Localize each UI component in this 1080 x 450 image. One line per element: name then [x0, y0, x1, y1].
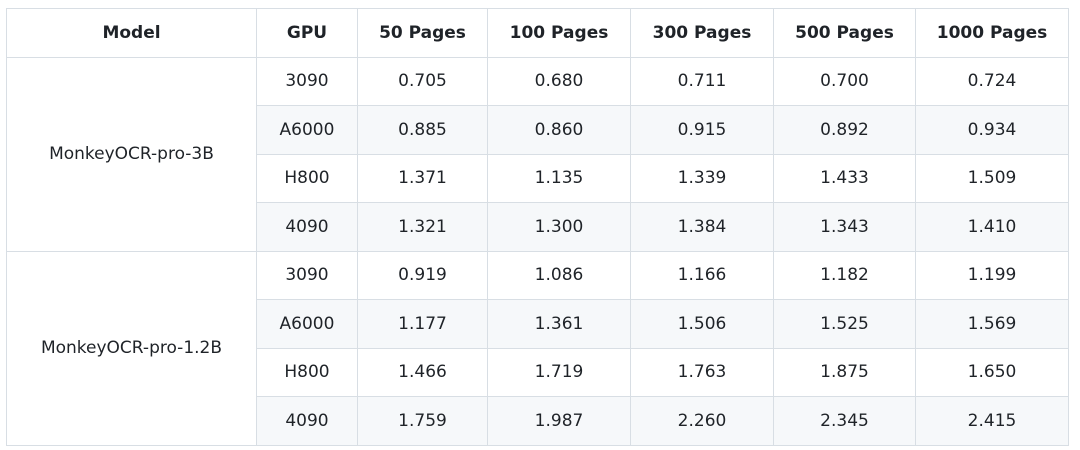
table-row: 4090 1.321 1.300 1.384 1.343 1.410 [7, 202, 1069, 252]
table-row: H800 1.371 1.135 1.339 1.433 1.509 [7, 153, 1069, 203]
gpu-cell: 4090 [256, 396, 358, 446]
table-body: MonkeyOCR-pro-3B 3090 0.705 0.680 0.711 0.700… [6, 56, 1069, 446]
value-cell: 1.466 [357, 347, 488, 397]
value-cell: 0.919 [357, 250, 488, 300]
value-cell: 1.987 [487, 396, 631, 446]
value-cell: 0.680 [487, 56, 631, 106]
value-cell: 1.182 [773, 250, 916, 300]
value-cell: 2.260 [630, 396, 774, 446]
gpu-cell: 3090 [256, 56, 358, 106]
table-row: A6000 0.885 0.860 0.915 0.892 0.934 [7, 105, 1069, 155]
gpu-cell: 3090 [256, 250, 358, 300]
value-cell: 1.719 [487, 347, 631, 397]
value-cell: 1.199 [915, 250, 1069, 300]
value-cell: 1.759 [357, 396, 488, 446]
column-header: 1000 Pages [915, 8, 1069, 58]
value-cell: 1.086 [487, 250, 631, 300]
value-cell: 1.321 [357, 202, 488, 252]
column-header: 500 Pages [773, 8, 916, 58]
value-cell: 0.711 [630, 56, 774, 106]
gpu-cell: H800 [256, 153, 358, 203]
value-cell: 1.384 [630, 202, 774, 252]
model-cell: MonkeyOCR-pro-3B [6, 56, 257, 252]
column-header: Model [6, 8, 257, 58]
value-cell: 0.915 [630, 105, 774, 155]
value-cell: 1.525 [773, 299, 916, 349]
value-cell: 1.343 [773, 202, 916, 252]
value-cell: 0.885 [357, 105, 488, 155]
value-cell: 1.569 [915, 299, 1069, 349]
value-cell: 1.135 [487, 153, 631, 203]
value-cell: 2.345 [773, 396, 916, 446]
value-cell: 1.506 [630, 299, 774, 349]
column-header: 50 Pages [357, 8, 488, 58]
model-cell: MonkeyOCR-pro-1.2B [6, 250, 257, 446]
value-cell: 1.300 [487, 202, 631, 252]
gpu-cell: A6000 [256, 299, 358, 349]
value-cell: 1.177 [357, 299, 488, 349]
value-cell: 1.361 [487, 299, 631, 349]
value-cell: 1.339 [630, 153, 774, 203]
value-cell: 1.166 [630, 250, 774, 300]
value-cell: 1.650 [915, 347, 1069, 397]
gpu-cell: 4090 [256, 202, 358, 252]
value-cell: 0.860 [487, 105, 631, 155]
value-cell: 1.433 [773, 153, 916, 203]
table-row: MonkeyOCR-pro-1.2B 3090 0.919 1.086 1.166 1.1… [6, 250, 1069, 446]
column-header: 100 Pages [487, 8, 631, 58]
value-cell: 1.509 [915, 153, 1069, 203]
table-row: MonkeyOCR-pro-3B 3090 0.705 0.680 0.711 0.700… [6, 56, 1069, 252]
value-cell: 0.724 [915, 56, 1069, 106]
value-cell: 2.415 [915, 396, 1069, 446]
value-cell: 0.934 [915, 105, 1069, 155]
table-row: A6000 1.177 1.361 1.506 1.525 1.569 [7, 299, 1069, 349]
table-row: 4090 1.759 1.987 2.260 2.345 2.415 [7, 396, 1069, 446]
value-cell: 1.763 [630, 347, 774, 397]
value-cell: 0.892 [773, 105, 916, 155]
header-row: Model GPU 50 Pages 100 Pages 300 Pages 500 Pa… [6, 8, 1069, 58]
value-cell: 1.875 [773, 347, 916, 397]
gpu-cell: A6000 [256, 105, 358, 155]
table: Model GPU 50 Pages 100 Pages 300 Pages 500 Pa… [6, 8, 1069, 446]
column-header: 300 Pages [630, 8, 774, 58]
value-cell: 0.705 [357, 56, 488, 106]
column-header: GPU [256, 8, 358, 58]
value-cell: 0.700 [773, 56, 916, 106]
gpu-cell: H800 [256, 347, 358, 397]
value-cell: 1.410 [915, 202, 1069, 252]
table-wrap: Model GPU 50 Pages 100 Pages 300 Pages 500 Pa… [6, 8, 1069, 446]
value-cell: 1.371 [357, 153, 488, 203]
